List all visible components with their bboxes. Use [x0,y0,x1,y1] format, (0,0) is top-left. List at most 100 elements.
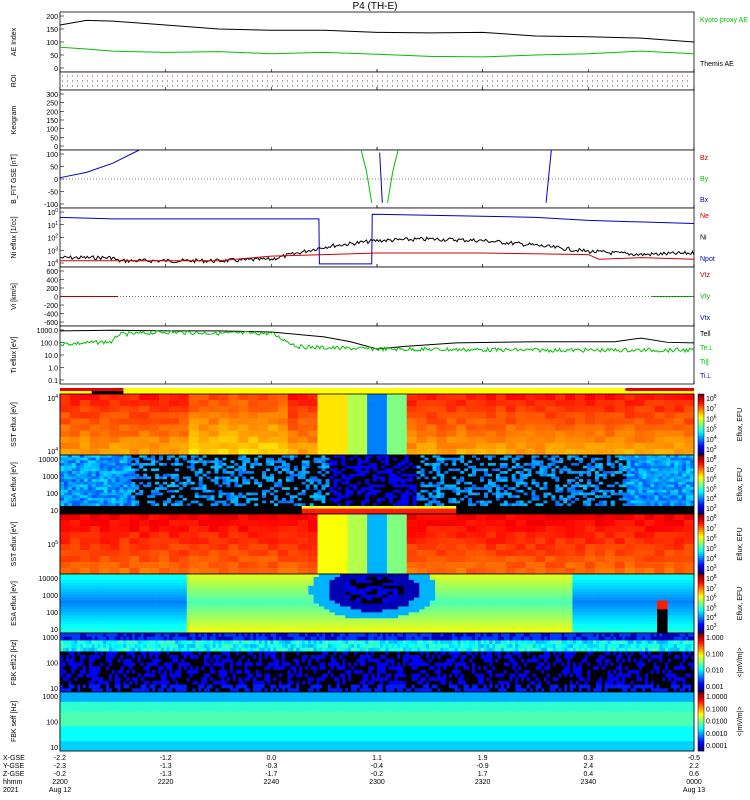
spectrogram-cell [281,497,287,501]
spectrogram-cell [614,442,625,450]
spectrogram-cell [317,514,328,521]
spectrogram-cell [446,412,457,419]
spectrogram-cell [551,508,556,512]
spectrogram-cell [186,471,192,475]
spectrogram-cell [404,476,409,480]
spectrogram-cell [400,508,406,512]
spectrogram-cell [432,484,437,488]
spectrogram-cell [658,511,663,515]
spectrogram-cell [99,412,110,419]
spectrogram-cell [587,503,592,507]
spectrogram-cell [476,400,487,407]
spectrogram-cell [254,476,259,480]
spectrogram-cell [622,460,627,464]
spectrogram-cell [208,562,219,569]
spectrogram-cell [495,476,501,480]
spectrogram-cell [535,436,546,444]
spectrogram-cell [139,526,150,533]
spectrogram-cell [388,511,394,515]
spectrogram-cell [178,484,184,488]
spectrogram-cell [75,492,81,496]
spectrogram-cell [539,505,544,509]
spectrogram-cell [408,484,413,488]
spectrogram-cell [606,497,612,501]
spectrogram-cell [178,400,190,407]
spectrogram-cell [149,562,160,569]
spectrogram-cell [634,424,645,431]
spectrogram-cell [547,500,552,504]
spectrogram-cell [210,489,215,493]
spectrogram-cell [487,455,493,458]
spectrogram-cell [583,505,588,509]
spectrogram-cell [545,544,556,551]
spectrogram-esa_e [59,454,695,515]
spectrogram-cell [206,481,211,485]
spectrogram-cell [587,505,592,509]
spectrogram-cell [428,487,433,491]
spectrogram-cell [604,436,616,444]
spectrogram-cell [491,508,497,512]
spectrogram-cell [505,448,516,456]
spectrogram-cell [238,503,243,507]
spectrogram-cell [380,455,386,458]
spectrogram-cell [60,497,65,501]
spectrogram-cell [555,457,560,461]
spectrogram-cell [515,544,526,551]
spectrogram-cell [115,479,120,483]
spectrogram-cell [87,460,92,464]
spectrogram-cell [466,412,477,419]
spectrogram-cell [426,412,437,419]
spectrogram-cell [670,471,675,475]
spectrogram-cell [270,455,275,458]
spectrogram-cell [182,492,188,496]
spectrogram-cell [313,455,318,458]
spectrogram-cell [147,503,152,507]
spectrogram-cell [246,505,251,509]
spectrogram-cell [495,503,501,507]
spectrogram-cell [357,556,368,563]
spectrogram-cell [111,505,116,509]
spectrogram-cell [60,481,65,485]
spectrogram-cell [159,400,170,407]
spectrogram-cell [543,476,548,480]
spectrogram-cell [325,492,330,496]
spectrogram-cell [258,479,263,483]
spectrogram-cell [662,473,667,477]
spectrogram-cell [321,457,326,461]
spectrogram-cell [155,495,160,499]
spectrogram-cell [190,508,196,512]
spectrogram-cell [642,479,647,483]
spectrogram-cell [515,406,526,413]
spectrogram-cell [210,500,215,504]
spectrogram-cell [266,505,271,509]
spectrogram-cell [83,463,89,467]
spectrogram-cell [337,484,342,488]
spectrogram-cell [432,497,437,501]
spectrogram-cell [250,484,255,488]
spectrogram-cell [598,463,604,467]
spectrogram-cell [503,471,509,475]
spectrogram-cell [396,514,408,521]
spectrogram-cell [317,532,328,539]
spectrogram-cell [347,448,358,456]
spectrogram-cell [535,497,540,501]
spectrogram-cell [107,489,112,493]
spectrogram-cell [186,457,192,461]
spectrogram-cell [321,479,326,483]
spectrogram-cell [444,468,449,472]
spectrogram-cell [559,487,564,491]
spectrogram-cell [83,476,89,480]
spectrogram-cell [555,489,560,493]
spectrogram-cell [266,479,271,483]
spectrogram-cell [258,455,263,458]
spectrogram-cell [190,505,196,509]
spectrogram-cell [151,476,156,480]
spectrogram-cell [313,473,318,477]
spectrogram-cell [408,476,413,480]
spectrogram-cell [345,508,350,512]
spectrogram-cell [436,520,447,527]
spectrogram-cell [535,492,540,496]
spectrogram-cell [111,476,116,480]
spectrogram-cell [487,481,493,485]
spectrogram-cell [270,487,275,491]
